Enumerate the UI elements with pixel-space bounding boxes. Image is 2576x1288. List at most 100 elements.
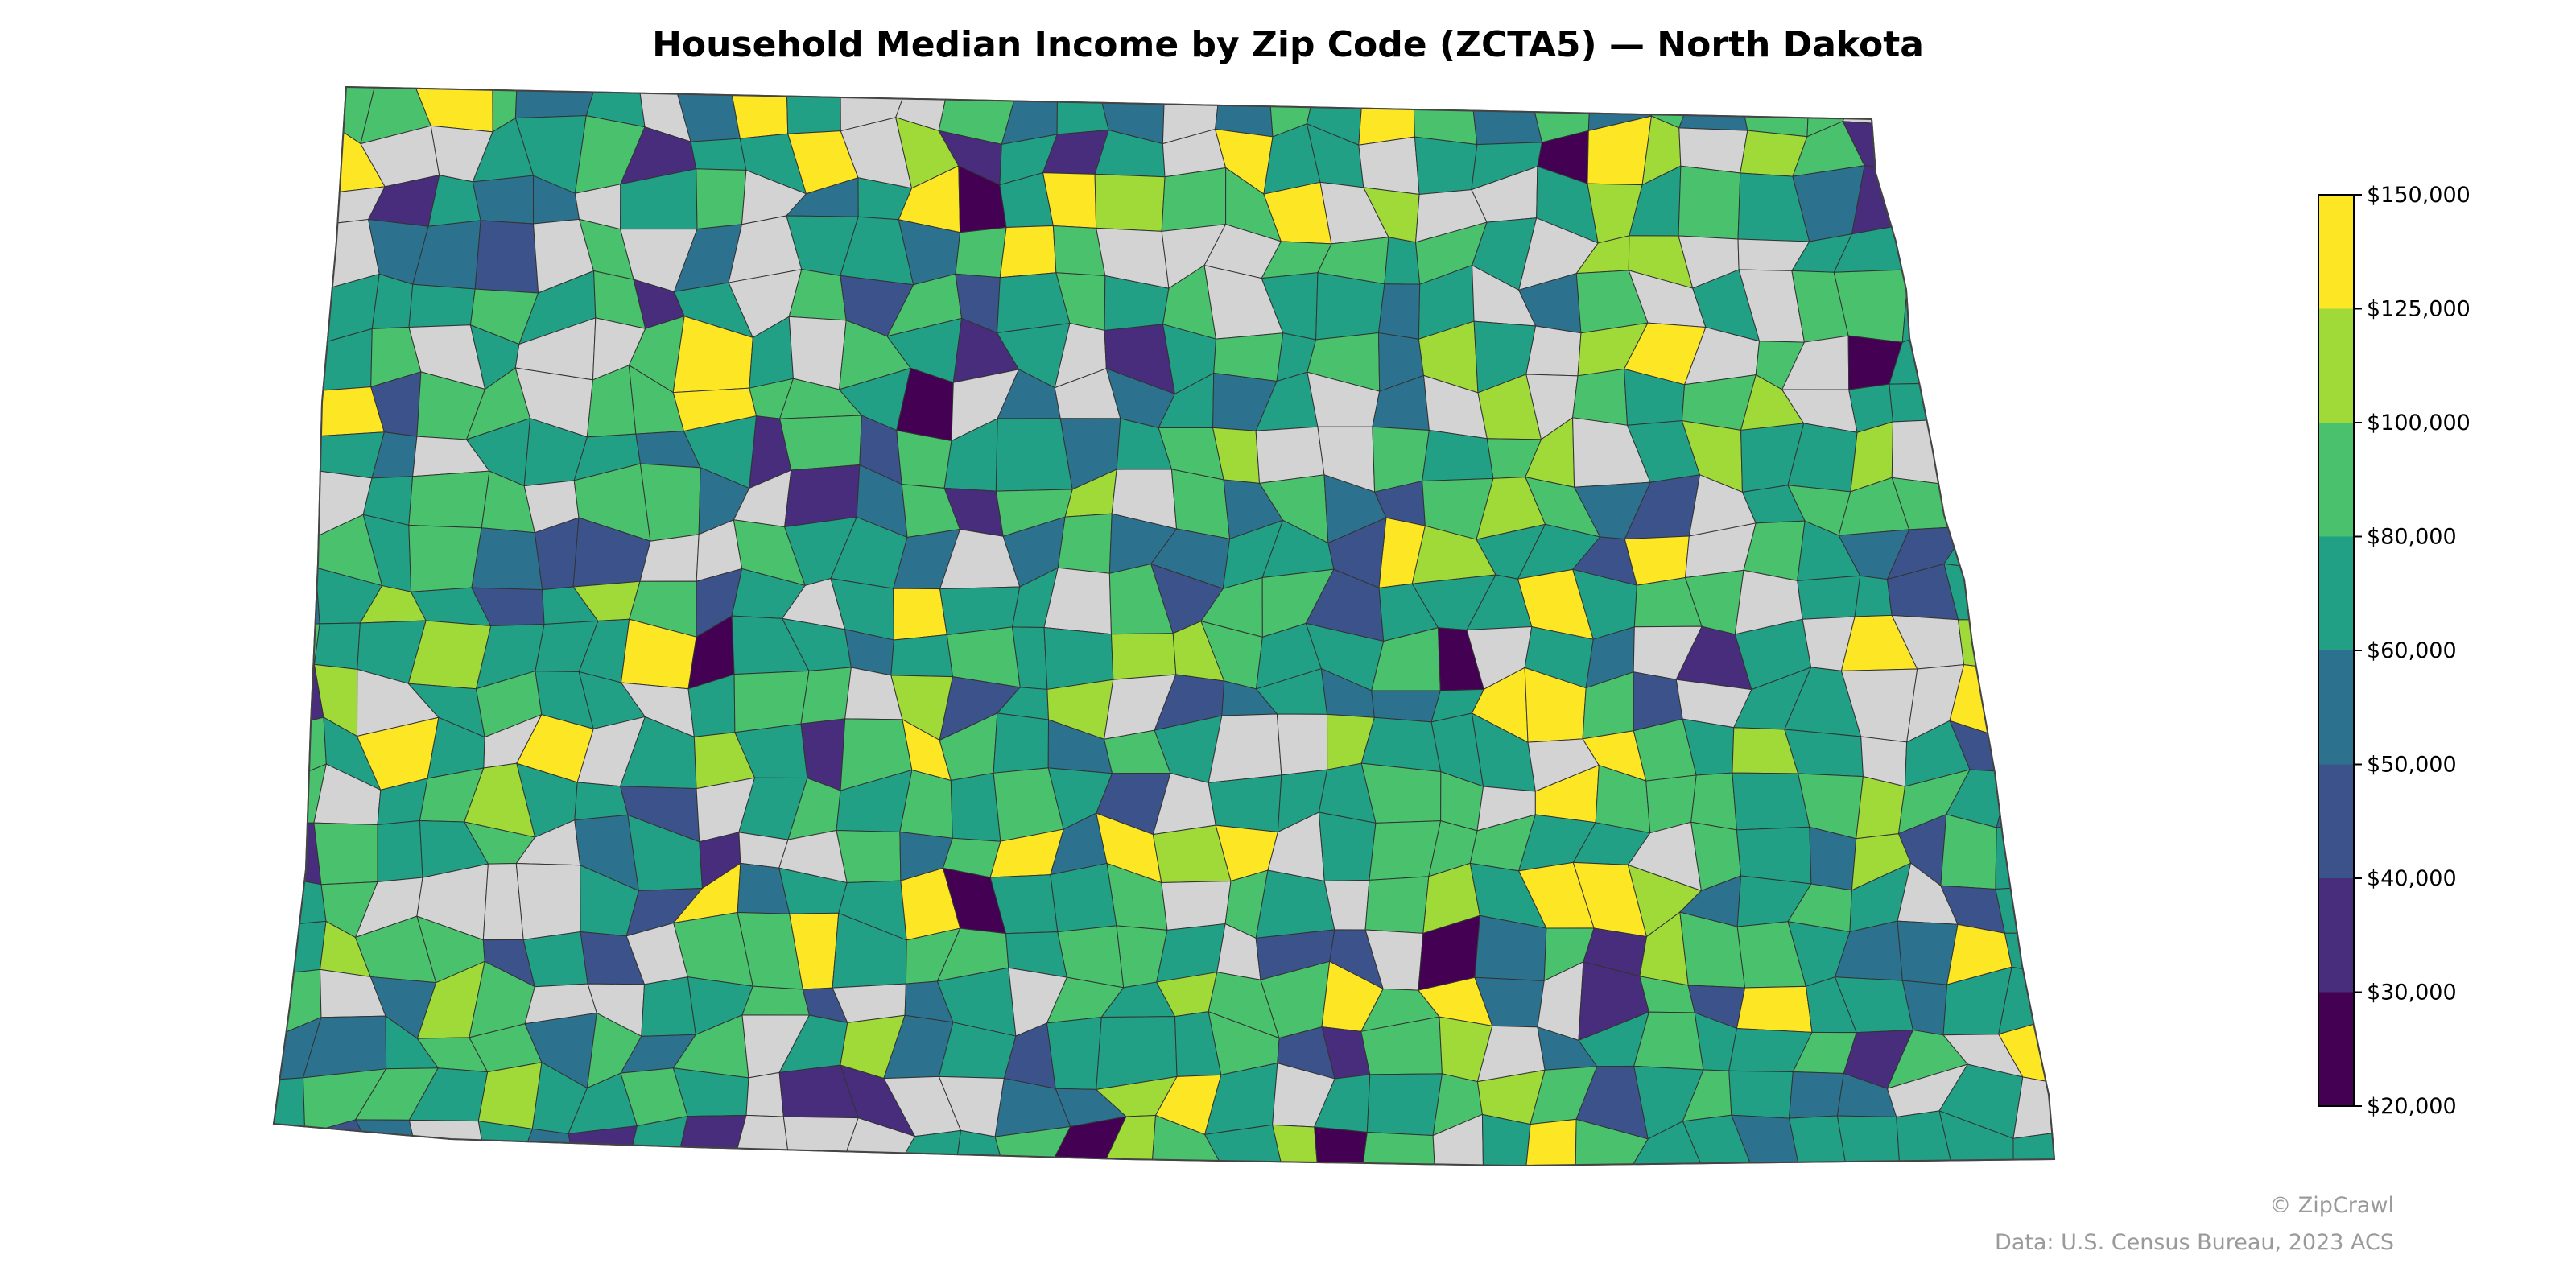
zcta-region xyxy=(1996,771,2054,828)
zcta-region xyxy=(1854,575,1893,617)
zcta-region xyxy=(274,173,325,243)
zcta-region xyxy=(1728,1070,1794,1119)
zcta-region xyxy=(1432,1113,1484,1166)
zcta-region xyxy=(639,463,701,542)
zcta-region xyxy=(890,634,954,678)
zcta-region xyxy=(274,280,322,344)
zcta-region xyxy=(1384,237,1421,285)
zcta-region xyxy=(274,469,315,539)
zcta-region xyxy=(1948,378,2005,444)
zcta-region xyxy=(1161,880,1232,931)
zcta-region xyxy=(836,829,902,884)
zcta-region xyxy=(1940,813,1997,890)
zcta-region xyxy=(1997,87,2054,139)
zcta-region xyxy=(1996,179,2054,235)
zcta-region xyxy=(1836,1115,1901,1166)
zcta-region xyxy=(1057,513,1113,574)
zcta-region xyxy=(1422,429,1494,482)
zcta-region xyxy=(1891,419,1954,486)
zcta-region xyxy=(1678,165,1741,240)
zcta-region xyxy=(1963,119,2006,191)
colorbar: $150,000 $125,000 $100,000 $80,000 $60,000 $5… xyxy=(2318,183,2471,1119)
colorbar-segment xyxy=(2318,764,2354,878)
zcta-region xyxy=(477,1121,534,1166)
zcta-region xyxy=(2004,323,2054,379)
zcta-region xyxy=(377,819,423,883)
zcta-region xyxy=(1992,277,2054,337)
zcta-region xyxy=(696,168,747,230)
zcta-region xyxy=(1371,690,1441,723)
zcta-region xyxy=(1788,1115,1848,1166)
zcta-region xyxy=(1364,876,1430,934)
zcta-region xyxy=(1170,469,1231,540)
zcta-region xyxy=(1788,1071,1844,1119)
zcta-region xyxy=(1271,1124,1319,1166)
zcta-region xyxy=(2012,532,2054,593)
zcta-region xyxy=(779,415,862,471)
zcta-region xyxy=(1377,283,1421,340)
zcta-region xyxy=(274,374,320,444)
zcta-region xyxy=(784,464,861,528)
zcta-region xyxy=(1572,368,1629,426)
colorbar-tick-label: $100,000 xyxy=(2367,411,2471,436)
zcta-region xyxy=(1945,87,2006,122)
zcta-region xyxy=(2006,669,2054,742)
zcta-region xyxy=(274,623,320,674)
zcta-region xyxy=(1360,1131,1436,1166)
zcta-region xyxy=(690,138,747,171)
zcta-region xyxy=(1797,575,1861,620)
colorbar-segment xyxy=(2318,992,2354,1106)
zcta-region xyxy=(274,822,322,886)
zcta-region xyxy=(1255,869,1335,939)
zcta-region xyxy=(1896,87,1967,127)
zcta-region xyxy=(1678,127,1748,174)
zcta-region xyxy=(371,273,414,329)
zcta-region xyxy=(472,175,535,225)
zcta-region xyxy=(800,667,852,724)
zcta-region xyxy=(1948,419,2015,486)
zcta-region xyxy=(1993,417,2054,482)
zcta-region xyxy=(1575,1118,1649,1166)
zcta-region xyxy=(1043,626,1114,691)
zcta-region xyxy=(1894,218,1963,275)
zcta-region xyxy=(1957,619,2017,671)
zcta-region xyxy=(1360,716,1442,773)
zcta-region xyxy=(1110,633,1177,680)
zcta-region xyxy=(641,976,696,1037)
zcta-region xyxy=(1960,186,2006,235)
zcta-region xyxy=(1948,274,2019,337)
zcta-region xyxy=(471,527,543,591)
zcta-region xyxy=(1731,1114,1802,1166)
zcta-region xyxy=(1690,772,1737,831)
zcta-region xyxy=(1213,332,1284,382)
zcta-region xyxy=(893,588,947,641)
zcta-region xyxy=(408,524,482,592)
zcta-region xyxy=(1525,325,1582,377)
zcta-region xyxy=(274,1131,326,1166)
zcta-region xyxy=(274,87,335,119)
zcta-region xyxy=(1678,87,1748,131)
zcta-region xyxy=(1736,985,1813,1033)
zcta-region xyxy=(786,87,841,134)
zcta-region xyxy=(1949,324,2019,384)
zcta-region xyxy=(1893,119,1967,188)
zcta-region xyxy=(474,220,539,294)
zcta-region xyxy=(515,862,581,940)
colorbar-tick-label: $40,000 xyxy=(2367,866,2457,891)
zcta-region xyxy=(1358,87,1415,146)
zcta-region xyxy=(1276,713,1328,776)
zcta-region xyxy=(995,418,1073,492)
colorbar-segment xyxy=(2318,308,2354,423)
colorbar-tick-label: $50,000 xyxy=(2367,753,2457,778)
zcta-region xyxy=(2013,473,2054,541)
zcta-region xyxy=(274,224,321,291)
zcta-region xyxy=(1366,1073,1443,1137)
zcta-region xyxy=(274,436,316,472)
zcta-region xyxy=(2010,715,2054,777)
zcta-region xyxy=(1893,167,1964,227)
zcta-region xyxy=(1358,136,1420,196)
zcta-region xyxy=(729,87,789,139)
zcta-region xyxy=(1995,885,2054,934)
zcta-region xyxy=(993,712,1050,774)
